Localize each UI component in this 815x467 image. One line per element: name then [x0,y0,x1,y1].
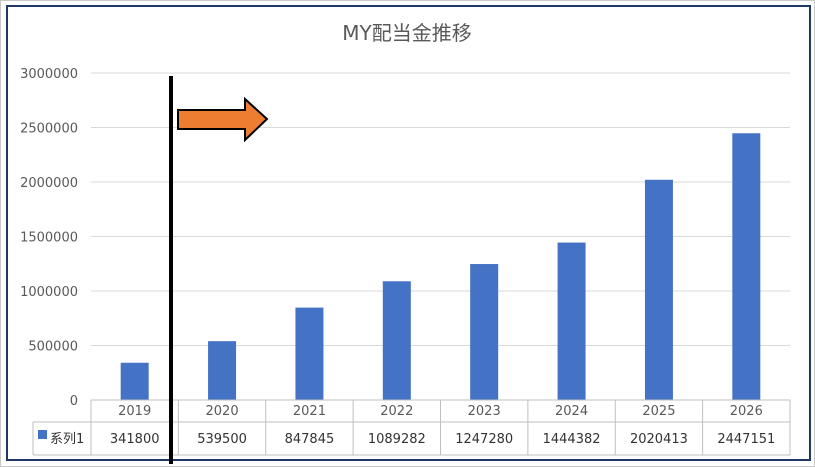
y-tick-label: 3000000 [20,67,78,82]
data-value-label: 539500 [197,432,247,447]
bar [295,307,324,400]
right-arrow-icon [177,96,269,143]
bars [120,133,761,400]
chart-title: MY配当金推移 [342,21,471,45]
category-label: 2020 [206,404,239,419]
data-value-label: 2020413 [630,432,688,447]
y-tick-label: 2500000 [20,122,78,137]
bar [557,242,586,400]
y-tick-label: 0 [70,394,78,409]
legend-swatch [38,430,47,439]
category-label: 2023 [468,404,501,419]
legend-series-name: 系列1 [50,432,84,447]
category-label: 2022 [380,404,413,419]
category-label: 2026 [730,404,763,419]
category-label: 2019 [118,404,151,419]
data-value-label: 1247280 [455,432,513,447]
y-tick-label: 1500000 [20,231,78,246]
bar [382,281,411,400]
y-axis-tick-labels: 0 500000 1000000 1500000 2000000 2500000 30000… [20,67,78,409]
data-table: 2019 2020 2021 2022 2023 2024 2025 2026 系列1 34180… [32,399,791,456]
bar [208,341,237,400]
data-value-label: 847845 [285,432,335,447]
category-label: 2021 [293,404,326,419]
bar [470,264,499,400]
data-value-label: 1444382 [543,432,601,447]
bar [732,133,761,400]
data-value-label: 2447151 [717,432,775,447]
data-value-label: 1089282 [368,432,426,447]
y-tick-label: 2000000 [20,176,78,191]
category-label: 2025 [642,404,675,419]
bar [644,179,673,400]
y-tick-label: 500000 [28,340,78,355]
bar [120,362,149,400]
category-label: 2024 [555,404,588,419]
data-value-label: 341800 [110,432,160,447]
y-tick-label: 1000000 [20,285,78,300]
